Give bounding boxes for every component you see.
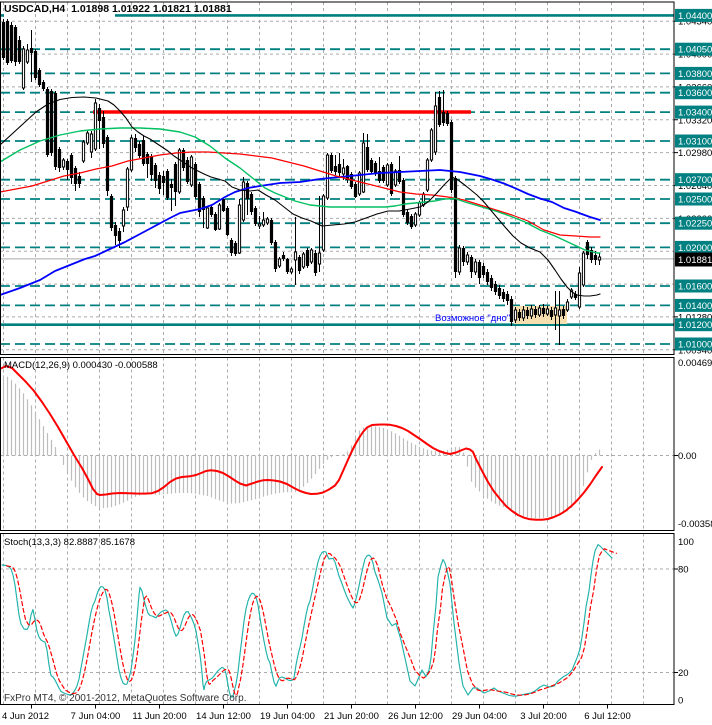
svg-text:-0.00358: -0.00358: [678, 519, 712, 530]
svg-text:1.03800: 1.03800: [678, 69, 712, 80]
svg-text:Возможное "дно": Возможное "дно": [435, 313, 510, 324]
svg-text:1.03600: 1.03600: [678, 88, 712, 99]
svg-text:0: 0: [678, 696, 683, 707]
svg-text:1.01000: 1.01000: [678, 340, 712, 351]
svg-text:1.02500: 1.02500: [678, 195, 712, 206]
svg-text:1.02250: 1.02250: [678, 219, 712, 230]
svg-text:3 Jul 20:00: 3 Jul 20:00: [520, 711, 566, 722]
svg-text:1.02000: 1.02000: [678, 243, 712, 254]
svg-text:19 Jun 04:00: 19 Jun 04:00: [260, 711, 315, 722]
svg-text:4 Jun 2012: 4 Jun 2012: [2, 711, 49, 722]
svg-text:11 Jun 20:00: 11 Jun 20:00: [132, 711, 186, 722]
svg-text:1.03100: 1.03100: [678, 137, 712, 148]
svg-text:1.02640: 1.02640: [678, 181, 712, 192]
svg-text:20: 20: [678, 668, 689, 679]
svg-text:1.02700: 1.02700: [678, 175, 712, 186]
svg-text:6 Jul 12:00: 6 Jul 12:00: [584, 711, 630, 722]
svg-text:1.01600: 1.01600: [678, 282, 712, 293]
svg-text:1.04050: 1.04050: [678, 45, 712, 56]
svg-text:0.00469: 0.00469: [678, 358, 712, 369]
svg-text:21 Jun 20:00: 21 Jun 20:00: [324, 711, 379, 722]
svg-text:1.01200: 1.01200: [678, 320, 712, 331]
svg-text:7 Jun 04:00: 7 Jun 04:00: [71, 711, 121, 722]
svg-text:USDCAD,H4 1.01898 1.01922 1.0: USDCAD,H4 1.01898 1.01922 1.01821 1.0188…: [4, 3, 232, 15]
svg-text:29 Jun 04:00: 29 Jun 04:00: [452, 711, 507, 722]
svg-text:FxPro MT4, © 2001-2012, MetaQu: FxPro MT4, © 2001-2012, MetaQuotes Softw…: [4, 693, 246, 704]
svg-text:1.01400: 1.01400: [678, 301, 712, 312]
svg-text:26 Jun 12:00: 26 Jun 12:00: [388, 711, 443, 722]
svg-text:1.00940: 1.00940: [678, 345, 712, 356]
svg-text:1.03320: 1.03320: [678, 115, 712, 126]
svg-text:1.01280: 1.01280: [678, 312, 712, 323]
svg-text:1.04400: 1.04400: [678, 11, 712, 22]
svg-text:80: 80: [678, 565, 689, 576]
svg-text:1.01881: 1.01881: [678, 255, 712, 266]
svg-text:1.03400: 1.03400: [678, 108, 712, 119]
svg-text:0.00: 0.00: [678, 451, 697, 462]
svg-text:MACD(12,26,9) 0.000430 -0.0005: MACD(12,26,9) 0.000430 -0.000588: [4, 360, 158, 371]
svg-text:14 Jun 12:00: 14 Jun 12:00: [196, 711, 251, 722]
svg-text:1.02980: 1.02980: [678, 148, 712, 159]
svg-text:1.04340: 1.04340: [678, 17, 712, 28]
svg-text:Stoch(13,3,3) 82.8887 85.1678: Stoch(13,3,3) 82.8887 85.1678: [4, 537, 135, 548]
svg-text:100: 100: [678, 537, 694, 548]
